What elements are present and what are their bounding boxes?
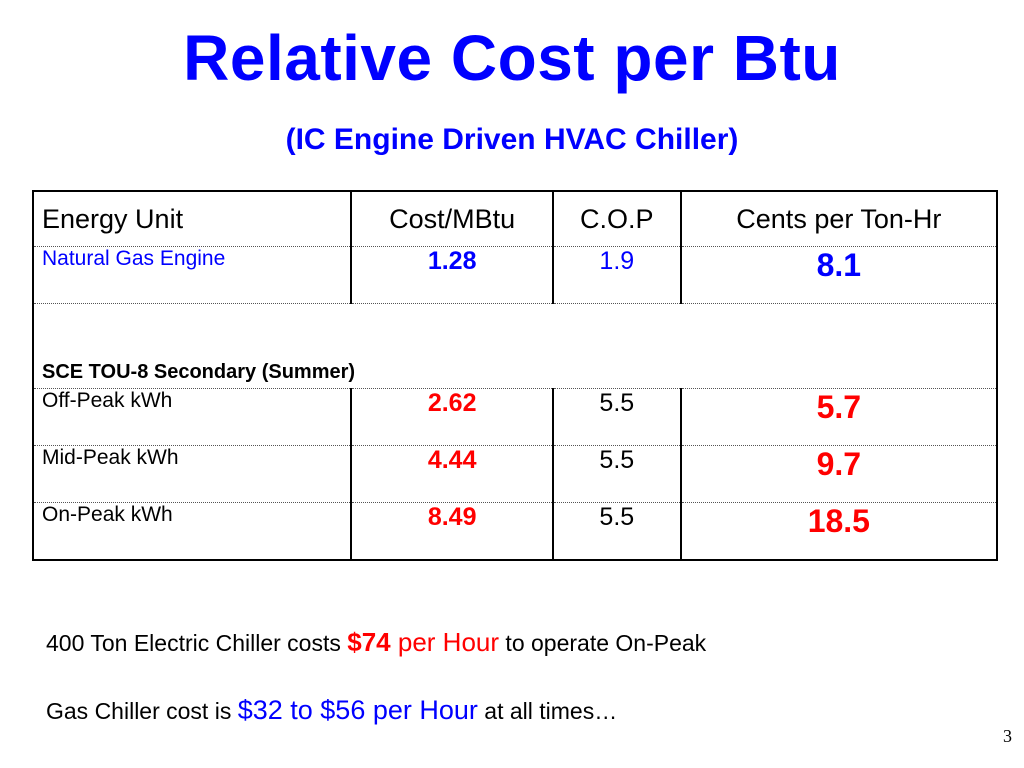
note1-amount: $74 (347, 627, 391, 657)
note1-unit: per Hour (390, 627, 500, 657)
cop-cell: 1.9 (551, 246, 682, 304)
header-cop: C.O.P (551, 191, 682, 247)
slide-title: Relative Cost per Btu (183, 22, 841, 94)
page-number: 3 (1003, 726, 1012, 746)
header-cents-per-ton-hr: Cents per Ton-Hr (679, 191, 999, 247)
gas-chiller-note: Gas Chiller cost is $32 to $56 per Hour … (46, 695, 617, 726)
cents-per-ton-hr-cell: 5.7 (679, 388, 999, 446)
cents-per-ton-hr-cell: 8.1 (679, 246, 999, 304)
note1-suffix: to operate On-Peak (499, 630, 707, 656)
table-row-natural-gas: Natural Gas Engine 1.28 1.9 8.1 (31, 246, 999, 304)
section-label: SCE TOU-8 Secondary (Summer) (32, 303, 998, 389)
cop-cell: 5.5 (551, 388, 682, 446)
note2-range: $32 to $56 per Hour (237, 695, 478, 725)
table-section-row: SCE TOU-8 Secondary (Summer) (32, 303, 998, 389)
table-row-on-peak: On-Peak kWh 8.49 5.5 18.5 (31, 502, 999, 561)
table-row-mid-peak: Mid-Peak kWh 4.44 5.5 9.7 (31, 445, 999, 503)
cents-per-ton-hr-cell: 18.5 (679, 502, 999, 561)
cost-mbtu-cell: 1.28 (350, 246, 554, 304)
cost-mbtu-cell: 2.62 (350, 388, 554, 446)
note2-prefix: Gas Chiller cost is (46, 698, 238, 724)
cents-per-ton-hr-cell: 9.7 (679, 445, 999, 503)
header-cost-mbtu: Cost/MBtu (350, 191, 554, 247)
cost-table: Energy Unit Cost/MBtu C.O.P Cents per To… (31, 190, 999, 561)
table-header-row: Energy Unit Cost/MBtu C.O.P Cents per To… (31, 191, 999, 247)
header-energy-unit: Energy Unit (31, 191, 353, 247)
energy-unit-cell: Mid-Peak kWh (31, 445, 353, 503)
cost-mbtu-cell: 4.44 (350, 445, 554, 503)
cop-cell: 5.5 (551, 502, 682, 561)
energy-unit-cell: On-Peak kWh (31, 502, 353, 561)
table-row-off-peak: Off-Peak kWh 2.62 5.5 5.7 (31, 388, 999, 446)
cop-cell: 5.5 (551, 445, 682, 503)
note1-prefix: 400 Ton Electric Chiller costs (46, 630, 348, 656)
cost-mbtu-cell: 8.49 (350, 502, 554, 561)
energy-unit-cell: Natural Gas Engine (31, 246, 353, 304)
energy-unit-cell: Off-Peak kWh (31, 388, 353, 446)
slide-subtitle: (IC Engine Driven HVAC Chiller) (285, 123, 739, 156)
electric-chiller-note: 400 Ton Electric Chiller costs $74 per H… (46, 627, 706, 658)
note2-suffix: at all times… (477, 698, 618, 724)
